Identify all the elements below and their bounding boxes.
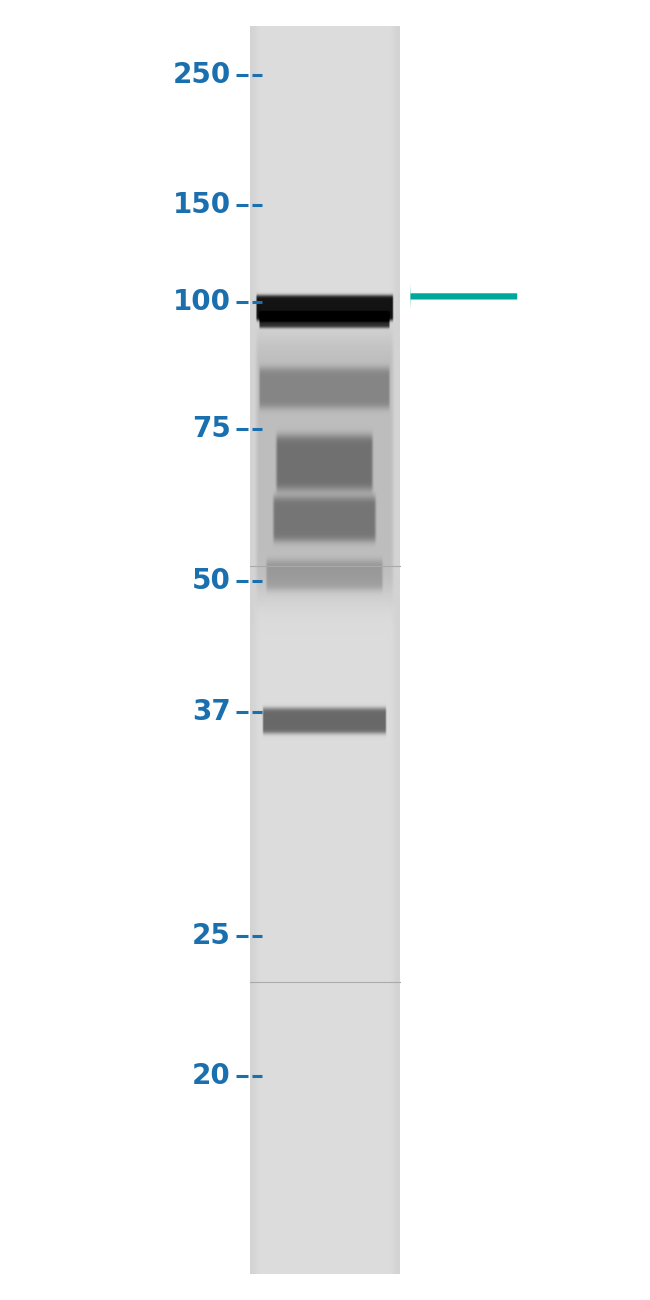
Text: 25: 25 <box>192 922 231 950</box>
Text: 250: 250 <box>172 61 231 90</box>
Text: 37: 37 <box>192 698 231 727</box>
Text: 100: 100 <box>173 287 231 316</box>
Text: 50: 50 <box>192 567 231 595</box>
Text: 75: 75 <box>192 415 231 443</box>
Text: 150: 150 <box>173 191 231 220</box>
Text: 20: 20 <box>192 1062 231 1091</box>
